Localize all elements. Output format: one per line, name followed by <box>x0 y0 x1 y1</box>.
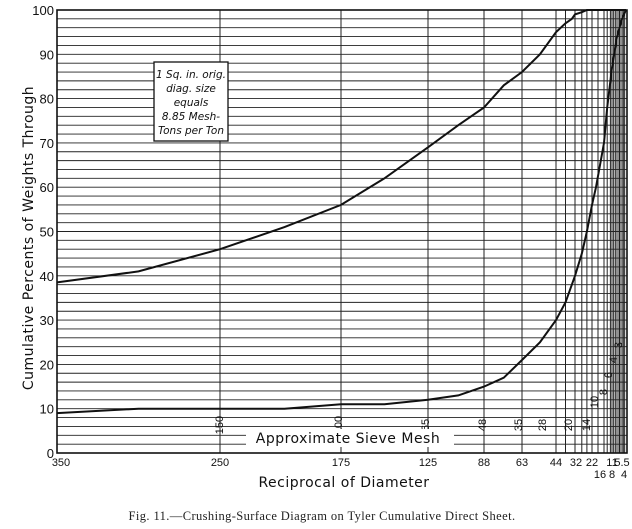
mesh-tick-label: 14 <box>581 419 593 431</box>
mesh-tick-label: 35 <box>513 419 525 431</box>
mesh-tick-label: 65 <box>420 419 432 431</box>
x-tick-label: 350 <box>52 457 70 469</box>
x-tick-label: 88 <box>478 457 490 469</box>
y-tick-label: 10 <box>40 402 54 417</box>
y-tick-label: 90 <box>40 47 54 62</box>
mesh-tick-label: 20 <box>563 419 575 431</box>
grid <box>57 10 627 453</box>
mesh-tick-label: 28 <box>537 419 549 431</box>
mesh-tick-label: 8 <box>598 389 610 395</box>
plot-frame <box>56 9 628 454</box>
mesh-tick-label: 10 <box>589 396 601 408</box>
mesh-tick-label: 48 <box>477 419 489 431</box>
x-tick-label: 11 <box>606 457 617 469</box>
x-tick-label: 8 <box>609 469 615 481</box>
mesh-tick-label: 6 <box>603 372 615 378</box>
note-line: diag. size <box>166 83 216 95</box>
conversion-note: 1 Sq. in. orig. diag. size equals 8.85 M… <box>153 61 229 142</box>
mesh-label-background <box>246 429 454 447</box>
mesh-tick-label: 4 <box>608 357 620 363</box>
figure-caption: Fig. 11.—Crushing-Surface Diagram on Tyl… <box>129 509 516 523</box>
y-tick-label: 20 <box>40 357 54 372</box>
y-tick-label: 30 <box>40 313 54 328</box>
mesh-tick-label: 3 <box>613 342 625 348</box>
y-axis-label: Cumulative Percents of Weights Through <box>21 86 37 390</box>
x-tick-label: 125 <box>419 457 437 469</box>
mesh-tick-label: 150 <box>214 416 226 434</box>
x-tick-label: 175 <box>332 457 350 469</box>
mesh-axis-label: Approximate Sieve Mesh <box>256 431 440 447</box>
y-tick-labels: 0 10 20 30 40 50 60 70 80 90 100 <box>32 3 54 461</box>
y-tick-label: 0 <box>47 446 54 461</box>
x-tick-label: 32 <box>570 457 582 469</box>
y-tick-label: 80 <box>40 92 54 107</box>
x-tick-label: 4 <box>621 469 627 481</box>
y-tick-label: 40 <box>40 269 54 284</box>
y-tick-label: 50 <box>40 225 54 240</box>
note-line: 1 Sq. in. orig. <box>156 69 226 81</box>
note-line: equals <box>174 97 209 109</box>
mesh-axis-label-group: Approximate Sieve Mesh <box>246 429 454 447</box>
note-line: Tons per Ton <box>158 125 224 137</box>
x-tick-label: 22 <box>586 457 598 469</box>
x-tick-label: 16 <box>594 469 606 481</box>
lower-cumulative-curve <box>56 9 627 415</box>
conversion-note-box <box>153 61 229 142</box>
x-tick-label: 250 <box>211 457 229 469</box>
x-axis-label: Reciprocal of Diameter <box>258 475 429 491</box>
x-tick-label: 63 <box>516 457 528 469</box>
y-tick-label: 100 <box>32 3 54 18</box>
note-line: 8.85 Mesh- <box>162 111 220 123</box>
y-tick-label: 60 <box>40 180 54 195</box>
x-tick-label: 44 <box>550 457 562 469</box>
y-tick-label: 70 <box>40 136 54 151</box>
x-tick-label: 5.5 <box>614 457 629 469</box>
